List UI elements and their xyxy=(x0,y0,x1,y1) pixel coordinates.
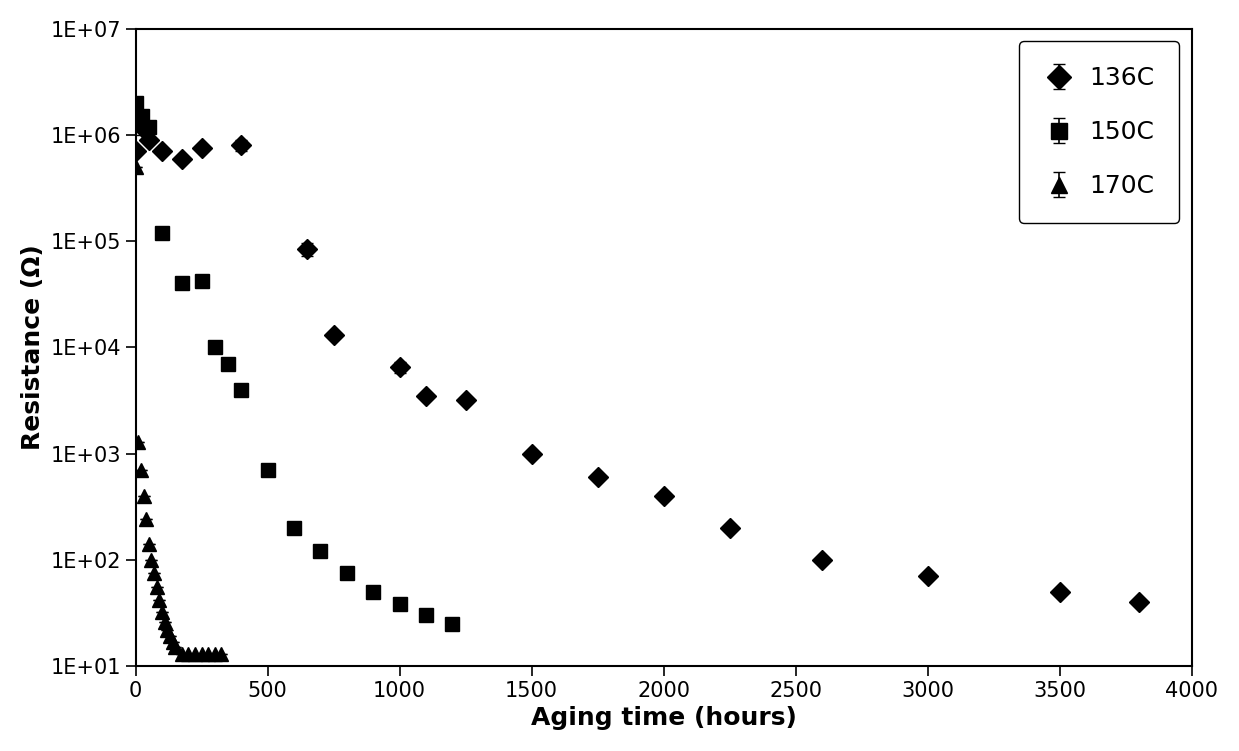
X-axis label: Aging time (hours): Aging time (hours) xyxy=(530,706,797,730)
Legend: 136C, 150C, 170C: 136C, 150C, 170C xyxy=(1018,41,1180,223)
Y-axis label: Resistance (Ω): Resistance (Ω) xyxy=(21,245,45,451)
